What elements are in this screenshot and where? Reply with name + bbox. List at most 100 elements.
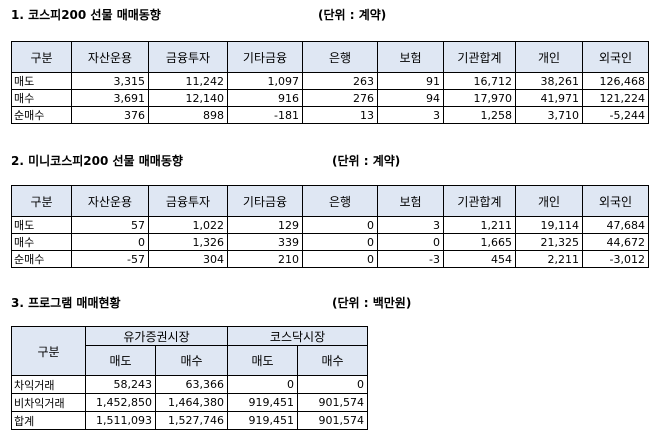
row-label: 매도 — [11, 216, 72, 234]
mini-futures-table: 구분 자산운용 금융투자 기타금융 은행 보험 기관합계 개인 외국인 매도 57 1,022 129 0… — [11, 185, 649, 268]
table-row: 매도 57 1,022 129 0 3 1,211 19,114 47,684 — [11, 216, 649, 234]
table-cell: -3 — [377, 250, 444, 268]
row-label: 순매수 — [11, 106, 72, 124]
table-cell: 3,315 — [71, 72, 149, 90]
table-cell: 2,211 — [515, 250, 583, 268]
table-cell: 91 — [377, 72, 444, 90]
section2-unit: (단위 : 계약) — [332, 154, 401, 168]
table-cell: 0 — [302, 233, 378, 251]
column-header: 은행 — [302, 41, 378, 73]
column-header: 기타금융 — [227, 41, 303, 73]
table-cell: 1,511,093 — [85, 411, 156, 430]
table-cell: -181 — [227, 106, 303, 124]
table-cell: 41,971 — [515, 89, 583, 107]
section3-title: 3. 프로그램 매매현황 — [11, 296, 121, 310]
table-cell: 19,114 — [515, 216, 583, 234]
table-cell: 901,574 — [296, 411, 369, 430]
table-cell: 12,140 — [148, 89, 228, 107]
table-cell: 339 — [227, 233, 303, 251]
row-label: 매수 — [11, 89, 72, 107]
column-header: 외국인 — [582, 41, 649, 73]
table-cell: 94 — [377, 89, 444, 107]
table-cell: 304 — [148, 250, 228, 268]
table-cell: 63,366 — [155, 375, 228, 394]
table-cell: 1,258 — [443, 106, 516, 124]
column-header: 자산운용 — [71, 185, 149, 217]
table-cell: 1,211 — [443, 216, 516, 234]
table-cell: 3 — [377, 106, 444, 124]
table-cell: 121,224 — [582, 89, 649, 107]
table-row: 매도 3,315 11,242 1,097 263 91 16,712 38,261 126,4… — [11, 72, 649, 90]
table-cell: 13 — [302, 106, 378, 124]
column-header: 기타금융 — [227, 185, 303, 217]
table-cell: 126,468 — [582, 72, 649, 90]
section2-title: 2. 미니코스피200 선물 매매동향 — [11, 154, 183, 168]
table-cell: 11,242 — [148, 72, 228, 90]
table-cell: -5,244 — [582, 106, 649, 124]
table-cell: 919,451 — [227, 411, 298, 430]
table-body: 차익거래 58,243 63,366 0 0 비차익거래 1,452,850 1,464,38… — [11, 375, 369, 430]
column-header: 개인 — [515, 41, 583, 73]
column-header: 개인 — [515, 185, 583, 217]
table-cell: 0 — [71, 233, 149, 251]
table-cell: 1,097 — [227, 72, 303, 90]
table-cell: 129 — [227, 216, 303, 234]
column-header: 기관합계 — [443, 41, 516, 73]
table-cell: 210 — [227, 250, 303, 268]
table-cell: 16,712 — [443, 72, 516, 90]
table-cell: 44,672 — [582, 233, 649, 251]
table-cell: 276 — [302, 89, 378, 107]
column-header: 보험 — [377, 41, 444, 73]
table-cell: 0 — [227, 375, 298, 394]
column-header: 구분 — [11, 41, 72, 73]
row-label: 비차익거래 — [11, 393, 86, 412]
table-cell: -3,012 — [582, 250, 649, 268]
table-cell: 3,710 — [515, 106, 583, 124]
table-cell: 1,464,380 — [155, 393, 228, 412]
table-cell: 1,022 — [148, 216, 228, 234]
section1-title: 1. 코스피200 선물 매매동향 — [11, 8, 161, 22]
table-cell: 901,574 — [296, 393, 369, 412]
header-row: 구분 자산운용 금융투자 기타금융 은행 보험 기관합계 개인 외국인 — [11, 185, 649, 217]
header-category: 구분 — [11, 326, 86, 376]
table-cell: 0 — [302, 216, 378, 234]
table-body: 구분 자산운용 금융투자 기타금융 은행 보험 기관합계 개인 외국인 매도 3,315 11,242… — [11, 41, 649, 124]
table-cell: 898 — [148, 106, 228, 124]
subheader-sell: 매도 — [227, 345, 298, 376]
column-header: 외국인 — [582, 185, 649, 217]
table-row: 차익거래 58,243 63,366 0 0 — [11, 375, 369, 394]
table-cell: 454 — [443, 250, 516, 268]
table-cell: 47,684 — [582, 216, 649, 234]
table-cell: -57 — [71, 250, 149, 268]
row-label: 순매수 — [11, 250, 72, 268]
section1-unit: (단위 : 계약) — [318, 8, 387, 22]
table-cell: 263 — [302, 72, 378, 90]
table-cell: 3,691 — [71, 89, 149, 107]
table-cell: 57 — [71, 216, 149, 234]
table-row: 매수 3,691 12,140 916 276 94 17,970 41,971 121,224 — [11, 89, 649, 107]
column-header: 보험 — [377, 185, 444, 217]
table-cell: 38,261 — [515, 72, 583, 90]
column-header: 구분 — [11, 185, 72, 217]
table-cell: 1,527,746 — [155, 411, 228, 430]
table-cell: 0 — [296, 375, 369, 394]
subheader-sell: 매도 — [85, 345, 156, 376]
table-row: 순매수 376 898 -181 13 3 1,258 3,710 -5,244 — [11, 106, 649, 124]
table-cell: 0 — [302, 250, 378, 268]
section3-unit: (단위 : 백만원) — [332, 296, 412, 310]
table-cell: 1,452,850 — [85, 393, 156, 412]
header-group-kospi: 유가증권시장 — [85, 325, 228, 347]
table-row: 비차익거래 1,452,850 1,464,380 919,451 901,574 — [11, 393, 369, 412]
table-cell: 919,451 — [227, 393, 298, 412]
row-label: 매수 — [11, 233, 72, 251]
table-cell: 58,243 — [85, 375, 156, 394]
table-row: 순매수 -57 304 210 0 -3 454 2,211 -3,012 — [11, 250, 649, 268]
table-cell: 0 — [377, 233, 444, 251]
table-cell: 916 — [227, 89, 303, 107]
column-header: 기관합계 — [443, 185, 516, 217]
column-header: 은행 — [302, 185, 378, 217]
table-cell: 21,325 — [515, 233, 583, 251]
table-body: 구분 자산운용 금융투자 기타금융 은행 보험 기관합계 개인 외국인 매도 57 1,022 129 0… — [11, 185, 649, 268]
row-label: 합계 — [11, 411, 86, 430]
table-cell: 3 — [377, 216, 444, 234]
